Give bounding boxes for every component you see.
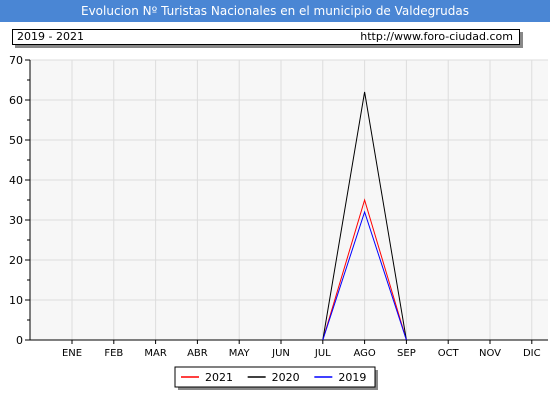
legend-label: 2019 xyxy=(338,371,366,384)
series-line-2019 xyxy=(322,210,407,341)
x-tick-label: AGO xyxy=(353,348,375,359)
y-tick-label: 0 xyxy=(16,334,23,347)
x-tick-label: JUL xyxy=(314,348,331,359)
info-box: 2019 - 2021 http://www.foro-ciudad.com xyxy=(12,29,520,45)
x-tick-label: NOV xyxy=(479,348,501,359)
y-tick-label: 60 xyxy=(9,94,23,107)
x-axis: ENE FEB MAR ABR MAY JUN JUL AGO SEP OCT NOV DIC xyxy=(62,340,541,359)
y-tick-label: 40 xyxy=(9,174,23,187)
legend: 2021 2020 2019 xyxy=(174,366,378,390)
x-tick-label: SEP xyxy=(397,348,416,359)
source-link[interactable]: http://www.foro-ciudad.com xyxy=(360,30,513,43)
x-tick-label: FEB xyxy=(104,348,123,359)
legend-label: 2021 xyxy=(205,371,233,384)
series-lines xyxy=(322,91,407,341)
y-tick-label: 70 xyxy=(9,54,23,67)
x-tick-label: OCT xyxy=(438,348,460,359)
period-label: 2019 - 2021 xyxy=(17,30,84,43)
legend-box xyxy=(174,366,376,388)
y-axis: 0 10 20 30 40 50 60 70 xyxy=(9,54,30,347)
y-tick-label: 10 xyxy=(9,294,23,307)
series-line-2020 xyxy=(322,91,407,341)
x-tick-label: DIC xyxy=(523,348,541,359)
y-tick-label: 30 xyxy=(9,214,23,227)
x-tick-label: ABR xyxy=(187,348,208,359)
y-tick-label: 50 xyxy=(9,134,23,147)
series-line-2021 xyxy=(322,198,407,341)
x-tick-label: ENE xyxy=(62,348,82,359)
x-tick-label: JUN xyxy=(271,348,290,359)
legend-label: 2020 xyxy=(272,371,300,384)
y-tick-label: 20 xyxy=(9,254,23,267)
plot-area xyxy=(30,60,548,340)
chart-title: Evolucion Nº Turistas Nacionales en el m… xyxy=(0,0,550,22)
x-tick-label: MAR xyxy=(144,348,166,359)
x-tick-label: MAY xyxy=(229,348,251,359)
